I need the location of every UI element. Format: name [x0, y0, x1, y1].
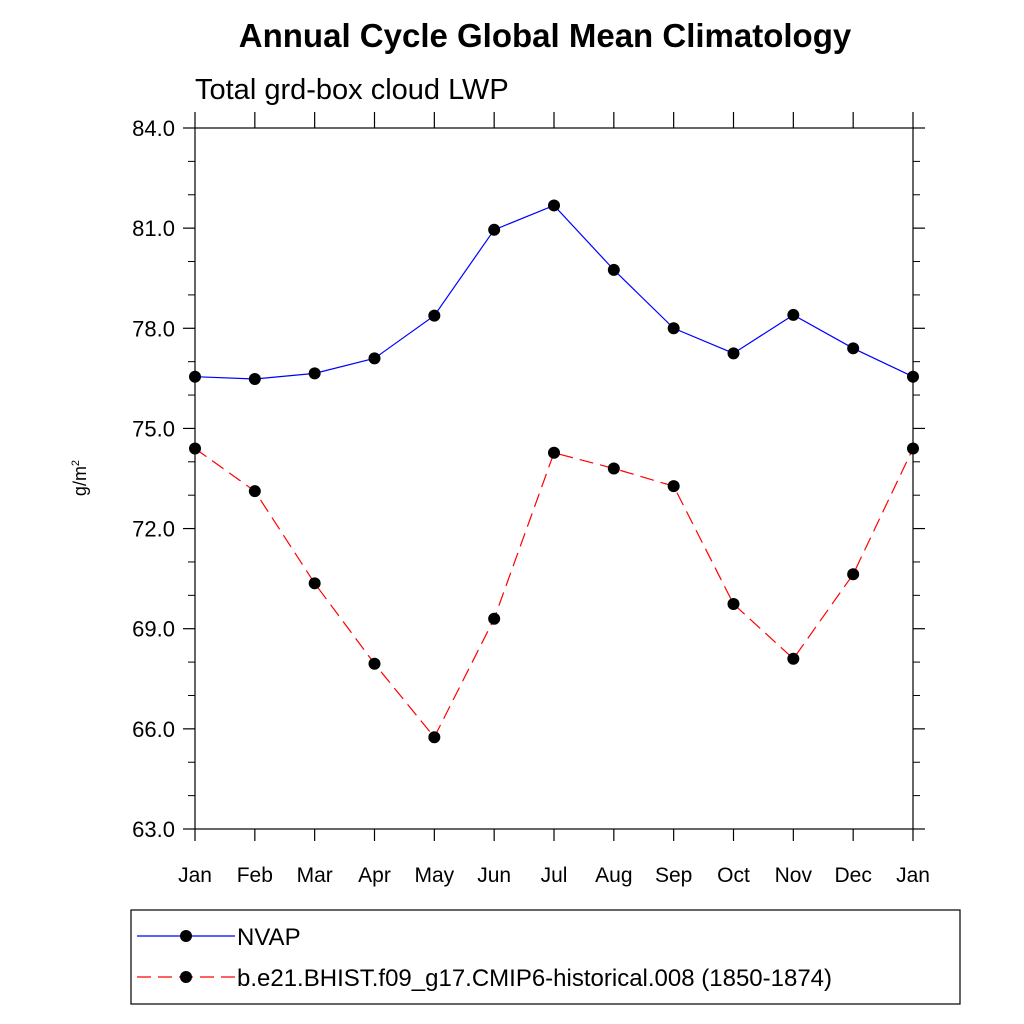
- y-axis-label-base: g/m: [70, 466, 90, 496]
- data-point: [308, 367, 321, 380]
- legend-entries: NVAP b.e21.BHIST.f09_g17.CMIP6-historical…: [137, 924, 832, 992]
- series-2: [189, 442, 919, 744]
- legend-marker: [180, 930, 192, 942]
- y-tick-label: 72.0: [132, 517, 175, 542]
- y-tick-label: 75.0: [132, 416, 175, 441]
- y-tick-label: 69.0: [132, 617, 175, 642]
- data-point: [368, 657, 381, 670]
- y-tick-label: 66.0: [132, 717, 175, 742]
- y-tick-label: 78.0: [132, 316, 175, 341]
- series-line: [194, 447, 914, 739]
- data-point: [428, 309, 441, 322]
- data-point: [667, 322, 680, 335]
- data-point: [548, 446, 560, 459]
- plot-frame: [194, 127, 914, 830]
- data-point: [488, 223, 501, 236]
- legend-label: NVAP: [237, 924, 301, 951]
- legend-entry-2: b.e21.BHIST.f09_g17.CMIP6-historical.008…: [137, 965, 832, 992]
- x-tick-label: Oct: [717, 864, 750, 887]
- data-point: [847, 568, 860, 581]
- x-tick-label: Jul: [541, 864, 568, 887]
- x-tick-label: Dec: [834, 864, 871, 887]
- data-point: [907, 442, 919, 455]
- data-point: [667, 480, 680, 493]
- data-point: [787, 652, 800, 665]
- series-1: [189, 199, 919, 386]
- data-point: [727, 347, 740, 360]
- x-tick-label: Sep: [655, 864, 692, 887]
- data-point: [368, 352, 381, 365]
- data-point: [248, 485, 261, 498]
- legend-label: b.e21.BHIST.f09_g17.CMIP6-historical.008…: [237, 965, 832, 992]
- legend-marker: [180, 971, 192, 983]
- series-line: [194, 204, 914, 380]
- chart-title: Annual Cycle Global Mean Climatology: [239, 17, 852, 54]
- data-point: [189, 370, 201, 383]
- y-tick-label: 63.0: [132, 817, 175, 842]
- x-tick-label: May: [414, 864, 454, 887]
- x-tick-label: Aug: [595, 864, 632, 887]
- data-point: [847, 342, 860, 355]
- data-point: [607, 462, 620, 475]
- data-point: [248, 373, 261, 386]
- data-point: [907, 370, 919, 383]
- data-point: [607, 263, 620, 276]
- y-axis-label: g/m2: [70, 460, 90, 496]
- data-point: [548, 199, 560, 212]
- data-point: [428, 731, 441, 744]
- x-tick-label: Feb: [237, 864, 273, 887]
- y-axis: 63.0 66.0 69.0 72.0 75.0 78.0 81.0 84.0: [132, 116, 925, 842]
- legend-box: [130, 909, 961, 1005]
- y-axis-label-superscript: 2: [70, 460, 82, 466]
- legend-entry-1: NVAP: [137, 924, 301, 951]
- x-tick-label: Jan: [178, 864, 212, 887]
- x-axis: Jan Feb Mar Apr May Jun Jul Aug Sep Oct Nov Dec Jan: [178, 112, 930, 887]
- x-tick-label: Apr: [358, 864, 391, 887]
- series-layer: [189, 199, 919, 744]
- legend: NVAP b.e21.BHIST.f09_g17.CMIP6-historical…: [130, 909, 961, 1005]
- data-point: [308, 577, 321, 590]
- chart-subtitle: Total grd-box cloud LWP: [195, 74, 509, 106]
- x-tick-label: Jan: [896, 864, 930, 887]
- data-point: [787, 308, 800, 321]
- x-tick-label: Nov: [775, 864, 813, 887]
- x-tick-label: Jun: [477, 864, 511, 887]
- data-point: [727, 598, 740, 611]
- y-tick-label: 81.0: [132, 216, 175, 241]
- data-point: [488, 612, 501, 625]
- y-tick-label: 84.0: [132, 116, 175, 141]
- data-point: [189, 442, 201, 455]
- x-tick-label: Mar: [297, 864, 333, 887]
